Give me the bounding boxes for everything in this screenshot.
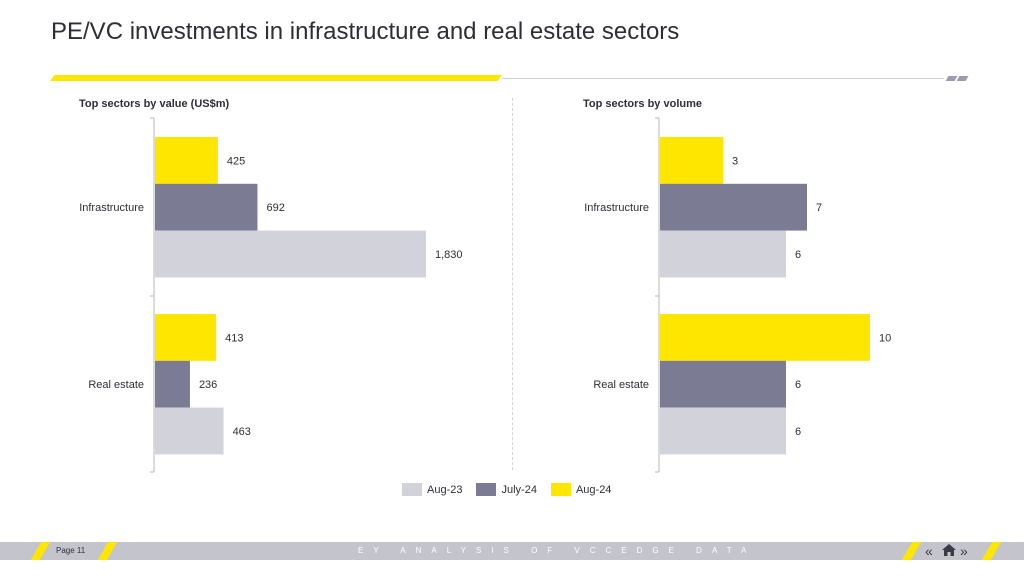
- data-label: 692: [266, 202, 284, 214]
- legend-item-aug23: Aug-23: [402, 483, 462, 496]
- footer-bar: [0, 542, 1024, 560]
- bar-aug-24: [660, 314, 870, 361]
- data-label: 236: [199, 379, 217, 391]
- bar-aug-23: [155, 230, 426, 278]
- home-icon[interactable]: [941, 543, 957, 560]
- legend-swatch: [550, 483, 571, 496]
- data-label: 3: [732, 155, 738, 167]
- page-title: PE/VC investments in infrastructure and …: [51, 18, 680, 45]
- legend-swatch: [476, 483, 497, 496]
- bar-july-24: [155, 183, 258, 231]
- bar-aug-23: [155, 407, 224, 455]
- bar-july-24: [660, 360, 786, 408]
- data-label: 6: [795, 426, 801, 438]
- bar-july-24: [155, 360, 190, 408]
- title-divider-rule: [502, 78, 944, 79]
- double-chevron-right-icon[interactable]: »: [960, 543, 968, 559]
- bar-aug-24: [660, 137, 723, 184]
- data-label: 413: [225, 332, 243, 344]
- data-label: 10: [879, 332, 891, 344]
- data-label: 7: [816, 202, 822, 214]
- value-chart-title: Top sectors by value (US$m): [79, 98, 230, 110]
- category-label: Infrastructure: [79, 202, 144, 214]
- legend-label: Aug-23: [427, 483, 463, 496]
- chart-divider: [512, 98, 513, 470]
- legend-label: July-24: [501, 483, 537, 496]
- bar-july-24: [660, 183, 807, 231]
- volume-chart-title: Top sectors by volume: [583, 98, 702, 110]
- bar-aug-23: [660, 230, 786, 278]
- legend-swatch: [402, 483, 422, 496]
- bar-aug-23: [660, 407, 786, 455]
- page-number: Page 11: [56, 546, 86, 555]
- bar-aug-24: [155, 314, 217, 361]
- footer-source-text: EY ANALYSIS OF VCCEDGE DATA: [358, 546, 757, 555]
- legend-item-july24: July-24: [476, 483, 537, 496]
- category-label: Infrastructure: [584, 202, 649, 214]
- legend-label: Aug-24: [575, 483, 612, 496]
- double-chevron-left-icon[interactable]: «: [925, 543, 933, 559]
- data-label: 1,830: [435, 249, 463, 261]
- category-label: Real estate: [593, 379, 649, 391]
- legend-item-aug24: Aug-24: [550, 483, 612, 496]
- data-label: 6: [795, 379, 801, 391]
- category-label: Real estate: [88, 379, 144, 391]
- chart-legend: Aug-23 July-24 Aug-24: [402, 483, 611, 496]
- data-label: 463: [233, 426, 251, 438]
- data-label: 425: [227, 155, 245, 167]
- bar-aug-24: [155, 137, 218, 184]
- data-label: 6: [795, 249, 801, 261]
- title-accent-rule: [50, 75, 502, 81]
